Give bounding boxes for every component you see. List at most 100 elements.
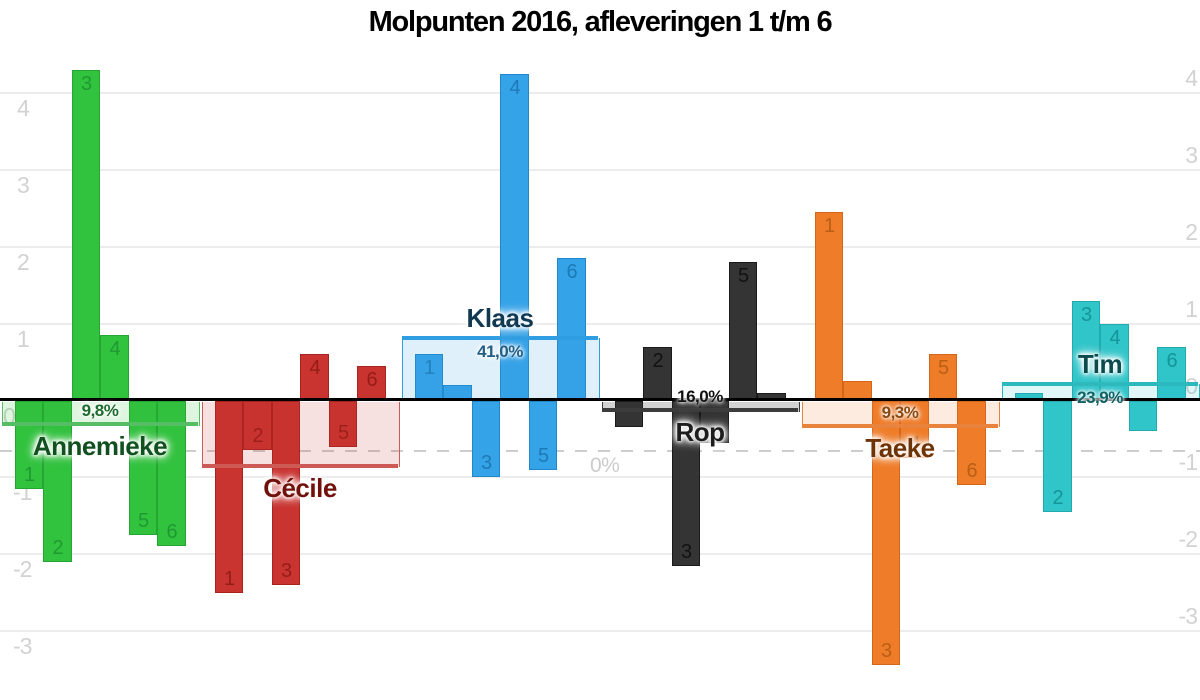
pct-label-rop: 16,0% xyxy=(677,387,723,407)
bar-value-label: 6 xyxy=(166,521,177,544)
band-cecile xyxy=(202,402,400,468)
bar-taeke-5[interactable] xyxy=(928,354,957,401)
chart-title: Molpunten 2016, afleveringen 1 t/m 6 xyxy=(368,6,833,38)
band-rop xyxy=(602,402,800,412)
axis-tick-right: -1 xyxy=(1178,449,1198,476)
band-line-cecile xyxy=(202,463,398,468)
bar-value-label: 5 xyxy=(937,357,949,380)
bar-cecile-6[interactable] xyxy=(357,365,386,401)
axis-tick-left: 2 xyxy=(17,248,30,275)
gridline xyxy=(0,553,1200,556)
bar-rop-2[interactable] xyxy=(643,346,672,401)
bar-value-label: 5 xyxy=(337,421,349,444)
bar-value-label: 2 xyxy=(652,349,663,372)
axis-tick-left: -2 xyxy=(13,556,32,583)
name-label-taeke: Taeke xyxy=(865,432,935,463)
bar-cecile-1[interactable] xyxy=(214,400,243,593)
bar-value-label: 4 xyxy=(509,77,520,100)
axis-tick-left: -3 xyxy=(13,632,32,659)
zero-line xyxy=(0,398,1200,401)
axis-tick-left: 4 xyxy=(17,95,30,122)
axis-tick-right: 3 xyxy=(1185,142,1198,169)
dashed-zero-pct-line xyxy=(0,450,1200,453)
bar-value-label: 5 xyxy=(737,265,749,288)
bar-cecile-2[interactable] xyxy=(243,400,272,451)
bar-taeke-4[interactable] xyxy=(900,400,929,459)
bar-cecile-3[interactable] xyxy=(271,400,300,585)
pct-label-taeke: 9,3% xyxy=(881,402,919,422)
bar-value-label: 2 xyxy=(52,536,63,559)
name-label-klaas: Klaas xyxy=(466,302,534,333)
gridline xyxy=(0,92,1200,95)
bar-value-label: 1 xyxy=(23,463,35,486)
name-label-annemieke: Annemieke xyxy=(32,431,168,462)
axis-tick-right: 1 xyxy=(1185,295,1198,322)
bar-value-label: 3 xyxy=(680,540,692,563)
band-line-taeke xyxy=(802,423,998,428)
axis-tick-right: 4 xyxy=(1185,65,1198,92)
bar-cecile-5[interactable] xyxy=(328,400,357,447)
bar-klaas-4[interactable] xyxy=(500,74,529,401)
name-label-rop: Rop xyxy=(675,417,725,448)
bar-value-label: 3 xyxy=(1080,303,1092,326)
bar-value-label: 6 xyxy=(566,261,577,284)
bar-value-label: 4 xyxy=(1109,326,1120,349)
bar-tim-2[interactable] xyxy=(1043,400,1072,512)
band-klaas xyxy=(402,337,600,401)
bar-annemieke-1[interactable] xyxy=(14,400,43,489)
gridline xyxy=(0,169,1200,172)
bar-value-label: 6 xyxy=(966,459,977,482)
bar-rop-3[interactable] xyxy=(671,400,700,566)
bar-value-label: 6 xyxy=(366,368,377,391)
bar-rop-4[interactable] xyxy=(700,400,729,443)
band-line-tim xyxy=(1002,382,1198,387)
bar-value-label: 2 xyxy=(252,425,263,448)
bar-value-label: 4 xyxy=(109,338,120,361)
band-line-rop xyxy=(602,408,798,413)
bar-value-label: 5 xyxy=(137,509,149,532)
bar-taeke-6[interactable] xyxy=(957,400,986,485)
axis-tick-left: 3 xyxy=(17,172,30,199)
bar-value-label: 5 xyxy=(537,444,549,467)
bar-klaas-6[interactable] xyxy=(557,258,586,401)
bar-value-label: 1 xyxy=(423,357,435,380)
bar-value-label: 2 xyxy=(1052,486,1063,509)
gridline xyxy=(0,476,1200,479)
pct-label-annemieke: 9,8% xyxy=(81,401,119,421)
gridline xyxy=(0,322,1200,325)
bar-value-label: 3 xyxy=(480,452,492,475)
bar-annemieke-3[interactable] xyxy=(71,70,100,401)
bar-taeke-3[interactable] xyxy=(871,400,900,666)
bar-value-label: 3 xyxy=(280,559,292,582)
bar-annemieke-2[interactable] xyxy=(43,400,72,562)
axis-tick-left: 1 xyxy=(17,325,30,352)
band-line-annemieke xyxy=(2,422,198,427)
bar-taeke-1[interactable] xyxy=(814,212,843,401)
band-annemieke xyxy=(2,402,200,426)
bar-klaas-5[interactable] xyxy=(528,400,557,470)
bar-value-label: 1 xyxy=(223,567,235,590)
axis-tick-right: 2 xyxy=(1185,218,1198,245)
bar-value-label: 4 xyxy=(909,433,920,456)
pct-label-klaas: 41,0% xyxy=(477,341,523,361)
bar-rop-5[interactable] xyxy=(728,262,757,401)
bar-value-label: 1 xyxy=(823,215,835,238)
zero-pct-label: 0% xyxy=(590,454,620,478)
axis-tick-right: -2 xyxy=(1178,526,1198,553)
band-line-klaas xyxy=(402,335,598,340)
band-taeke xyxy=(802,402,1000,428)
name-label-cecile: Cécile xyxy=(263,472,337,503)
name-label-tim: Tim xyxy=(1077,349,1123,380)
axis-tick-right: -3 xyxy=(1178,602,1198,629)
gridline xyxy=(0,629,1200,632)
bar-value-label: 3 xyxy=(880,640,892,663)
bar-value-label: 4 xyxy=(309,357,320,380)
pct-label-tim: 23,9% xyxy=(1077,388,1123,408)
bar-value-label: 3 xyxy=(80,73,92,96)
axis-tick-left: 0 xyxy=(3,402,16,429)
gridline xyxy=(0,245,1200,248)
bar-klaas-3[interactable] xyxy=(471,400,500,478)
bar-value-label: 6 xyxy=(1166,349,1177,372)
